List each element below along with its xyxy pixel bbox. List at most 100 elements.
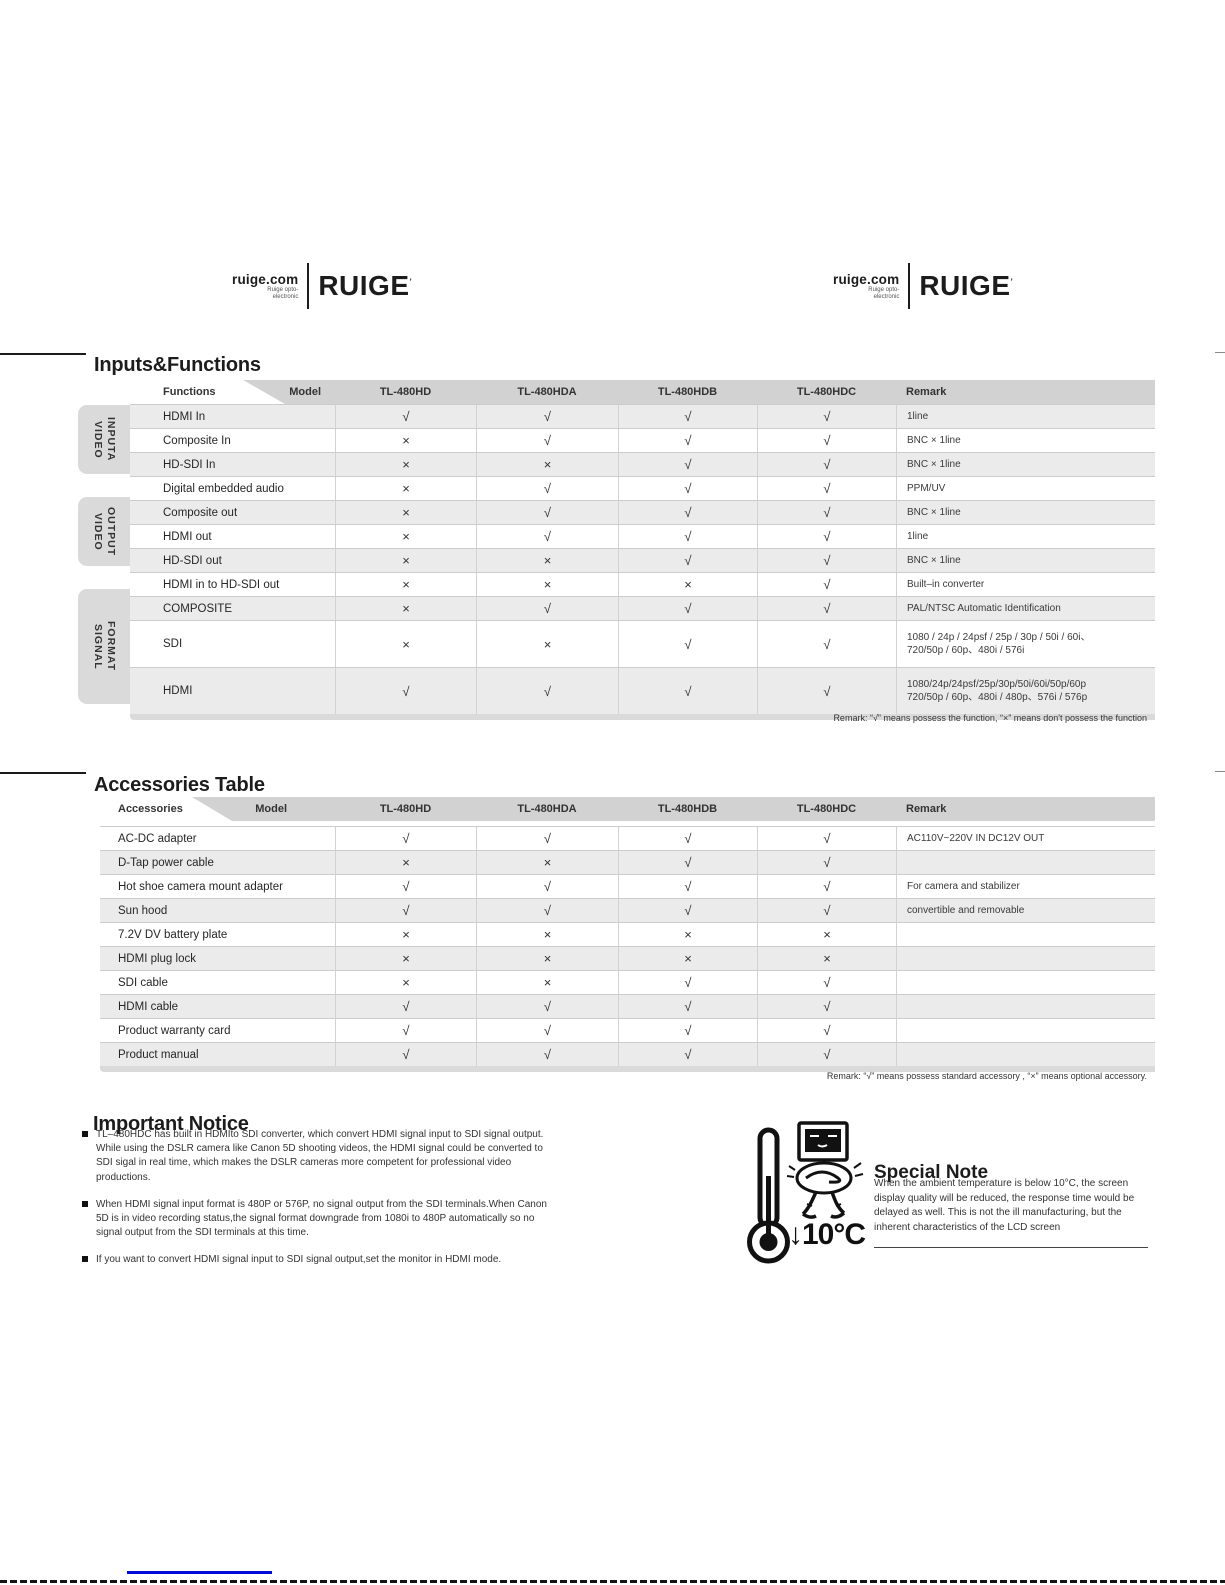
row-label: HD-SDI In (163, 458, 216, 471)
column-header-model: TL-480HD (379, 803, 432, 815)
row-label: HDMI cable (118, 1000, 179, 1013)
table-bottom-strip (130, 714, 1155, 720)
column-header-model: TL-480HDC (796, 386, 857, 398)
mark-cell: × (335, 923, 476, 946)
column-header-model: TL-480HDA (517, 803, 577, 815)
mark-cell: √ (757, 621, 896, 667)
mark-cell: √ (618, 875, 757, 898)
logo-text-block: ruige.com Ruige opto- electronic (833, 272, 899, 301)
section-title-important-notice: Important Notice (93, 1112, 249, 1135)
mark-cell: × (476, 947, 618, 970)
mark-cell: √ (335, 827, 476, 850)
mark-cell: √ (476, 1043, 618, 1066)
mark-cell: × (335, 573, 476, 596)
logo-trademark: ’ (409, 277, 413, 287)
mark-cell: √ (476, 429, 618, 452)
section-title-special-note: Special Note (874, 1161, 989, 1183)
table-row: HD-SDI In × × √ √ BNC × 1line (130, 452, 1155, 476)
mark-cell: × (618, 947, 757, 970)
bullet-square-icon (82, 1200, 88, 1207)
remark-cell: BNC × 1line (896, 501, 1155, 524)
table-row: SDI cable × × √ √ (100, 970, 1155, 994)
mark-cell: √ (476, 597, 618, 620)
remark-cell: BNC × 1line (896, 429, 1155, 452)
table-header: Functions Model TL-480HD TL-480HDA TL-48… (130, 380, 1155, 404)
table-row: HDMI out × √ √ √ 1line (130, 524, 1155, 548)
mark-cell: √ (757, 501, 896, 524)
notice-text: If you want to convert HDMI signal input… (96, 1254, 502, 1266)
mark-cell: √ (618, 995, 757, 1018)
table-row: HDMI cable √ √ √ √ (100, 994, 1155, 1018)
mark-cell: √ (757, 827, 896, 850)
mark-cell: × (476, 923, 618, 946)
mark-cell: √ (476, 995, 618, 1018)
group-tab-video-input: VIDEO INPUTA (78, 405, 130, 474)
mark-cell: × (335, 597, 476, 620)
special-note-text: When the ambient temperature is below 10… (874, 1178, 1135, 1233)
mark-cell: √ (335, 405, 476, 428)
logo-brand-text: RUIGE (318, 270, 410, 301)
mark-cell: √ (757, 597, 896, 620)
thermometer-monitor-cartoon-icon (747, 1121, 864, 1264)
footer-blue-line (127, 1571, 272, 1574)
logo-brand-text: RUIGE (919, 270, 1011, 301)
remark-cell: 1line (896, 525, 1155, 548)
logo-text-block: ruige.com Ruige opto- electronic (232, 272, 298, 301)
ruige-logo: ruige.com Ruige opto- electronic RUIGE’ (232, 262, 412, 310)
remark-cell: BNC × 1line (896, 453, 1155, 476)
logo-divider (908, 263, 911, 309)
notice-item: TL–480HDC has built in HDMIto SDI conver… (82, 1128, 642, 1185)
mark-cell: √ (476, 525, 618, 548)
mark-cell: × (335, 549, 476, 572)
mark-cell: × (335, 947, 476, 970)
edge-tick (1215, 352, 1225, 353)
table-row: Digital embedded audio × √ √ √ PPM/UV (130, 476, 1155, 500)
remark-cell: AC110V~220V IN DC12V OUT (896, 827, 1155, 850)
remark-cell (896, 1019, 1155, 1042)
mark-cell: √ (757, 995, 896, 1018)
row-label: Composite In (163, 434, 231, 447)
mark-cell: × (618, 923, 757, 946)
row-label: SDI cable (118, 976, 168, 989)
remark-cell: PPM/UV (896, 477, 1155, 500)
mark-cell: × (335, 525, 476, 548)
column-header-model: TL-480HDC (796, 803, 857, 815)
cold-temperature-warning-icon: ↓10°C (746, 1120, 881, 1268)
group-tab-label: VIDEO INPUTA (92, 417, 118, 462)
logo-trademark: ’ (1010, 277, 1014, 287)
mark-cell: × (476, 851, 618, 874)
row-label: Digital embedded audio (163, 482, 284, 495)
column-header-model: TL-480HDB (657, 386, 718, 398)
logo-domain: ruige.com (232, 271, 299, 287)
mark-cell: √ (757, 549, 896, 572)
column-header-model: TL-480HDA (517, 386, 577, 398)
row-label: HDMI in to HD-SDI out (163, 578, 280, 591)
mark-cell: √ (757, 453, 896, 476)
row-label: 7.2V DV battery plate (118, 928, 228, 941)
table-row: Composite In × √ √ √ BNC × 1line (130, 428, 1155, 452)
table-corner-cell: Accessories Model (100, 797, 335, 821)
page-bottom-edge (0, 1580, 1225, 1583)
heading-rule (0, 353, 86, 355)
mark-cell: × (476, 971, 618, 994)
heading-rule (0, 772, 86, 774)
mark-cell: × (476, 573, 618, 596)
corner-rows-label: Functions (163, 386, 216, 398)
table-row: Sun hood √ √ √ √ convertible and removab… (100, 898, 1155, 922)
ruige-logo: ruige.com Ruige opto- electronic RUIGE’ (833, 262, 1013, 310)
group-tab-signal-format: SIGNAL FORMAT (78, 589, 130, 704)
row-label: HDMI plug lock (118, 952, 196, 965)
mark-cell: √ (618, 477, 757, 500)
notice-text: When HDMI signal input format is 480P or… (96, 1198, 547, 1239)
mark-cell: √ (335, 1019, 476, 1042)
table-row: HDMI In √ √ √ √ 1line (130, 404, 1155, 428)
table-row: Composite out × √ √ √ BNC × 1line (130, 500, 1155, 524)
mark-cell: √ (618, 549, 757, 572)
mark-cell: × (476, 621, 618, 667)
accessories-table-footnote: Remark: “√” means possess standard acces… (826, 1071, 1147, 1081)
table-bottom-strip (100, 1066, 1155, 1072)
mark-cell: √ (618, 827, 757, 850)
mark-cell: × (757, 923, 896, 946)
mark-cell: × (335, 971, 476, 994)
